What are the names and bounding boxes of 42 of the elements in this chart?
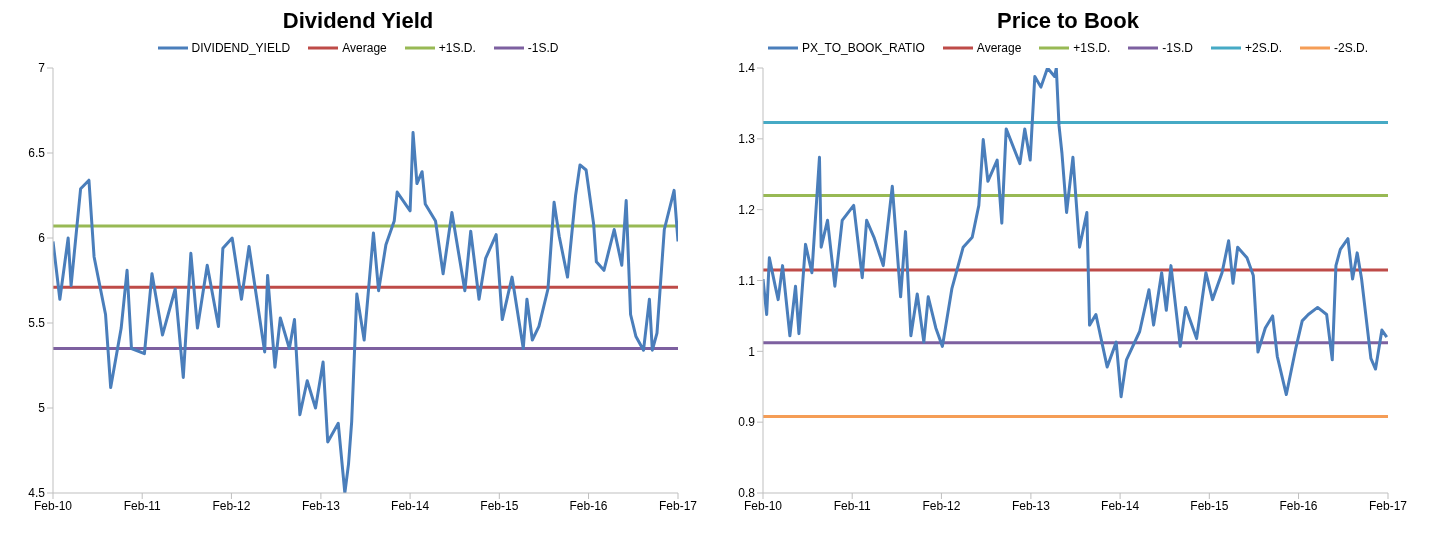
x-tick-label: Feb-11 [833,498,872,513]
y-tick-label: 1.2 [738,202,756,217]
legend-label: +1S.D. [1073,41,1111,55]
y-tick-label: 5 [38,401,46,416]
y-tick-label: 6.5 [28,146,46,161]
x-tick-label: Feb-11 [123,498,162,513]
legend-label: -1S.D [527,41,559,55]
y-tick-label: 4.5 [28,486,46,501]
legend-label: Average [342,41,387,55]
x-tick-label: Feb-13 [301,498,341,513]
y-tick-label: 6 [38,231,46,246]
y-tick-label: 7 [38,61,46,76]
legend-label: -1S.D [1162,41,1194,55]
line-series [763,68,1388,399]
y-tick-label: 0.9 [738,415,756,430]
x-tick-label: Feb-13 [1011,498,1051,513]
legend-label: +1S.D. [438,41,476,55]
legend-label: -2S.D. [1334,41,1369,55]
y-tick-label: 1.1 [738,273,756,288]
x-tick-label: Feb-15 [480,498,519,513]
y-tick-label: 0.8 [738,486,756,501]
x-tick-label: Feb-16 [569,498,608,513]
x-tick-label: Feb-15 [1190,498,1229,513]
x-tick-label: Feb-16 [1279,498,1318,513]
x-tick-label: Feb-14 [391,498,430,513]
legend-label: PX_TO_BOOK_RATIO [801,41,925,55]
legend-label: Average [976,41,1022,55]
x-tick-label: Feb-10 [33,498,73,513]
y-tick-label: 1.3 [738,132,756,147]
chart-title: Price to Book [996,8,1140,35]
legend-label: +2S.D. [1245,41,1283,55]
x-tick-label: Feb-12 [212,498,251,513]
y-tick-label: 1 [748,344,756,359]
legend-label: DIVIDEND_YIELD [191,41,291,55]
y-tick-label: 5.5 [28,316,46,331]
y-tick-label: 1.4 [738,61,756,76]
x-tick-label: Feb-10 [743,498,783,513]
x-tick-label: Feb-17 [1368,498,1408,513]
x-tick-label: Feb-14 [1101,498,1140,513]
x-tick-label: Feb-12 [922,498,961,513]
chart-title: Dividend Yield [281,8,435,35]
x-tick-label: Feb-17 [658,498,698,513]
